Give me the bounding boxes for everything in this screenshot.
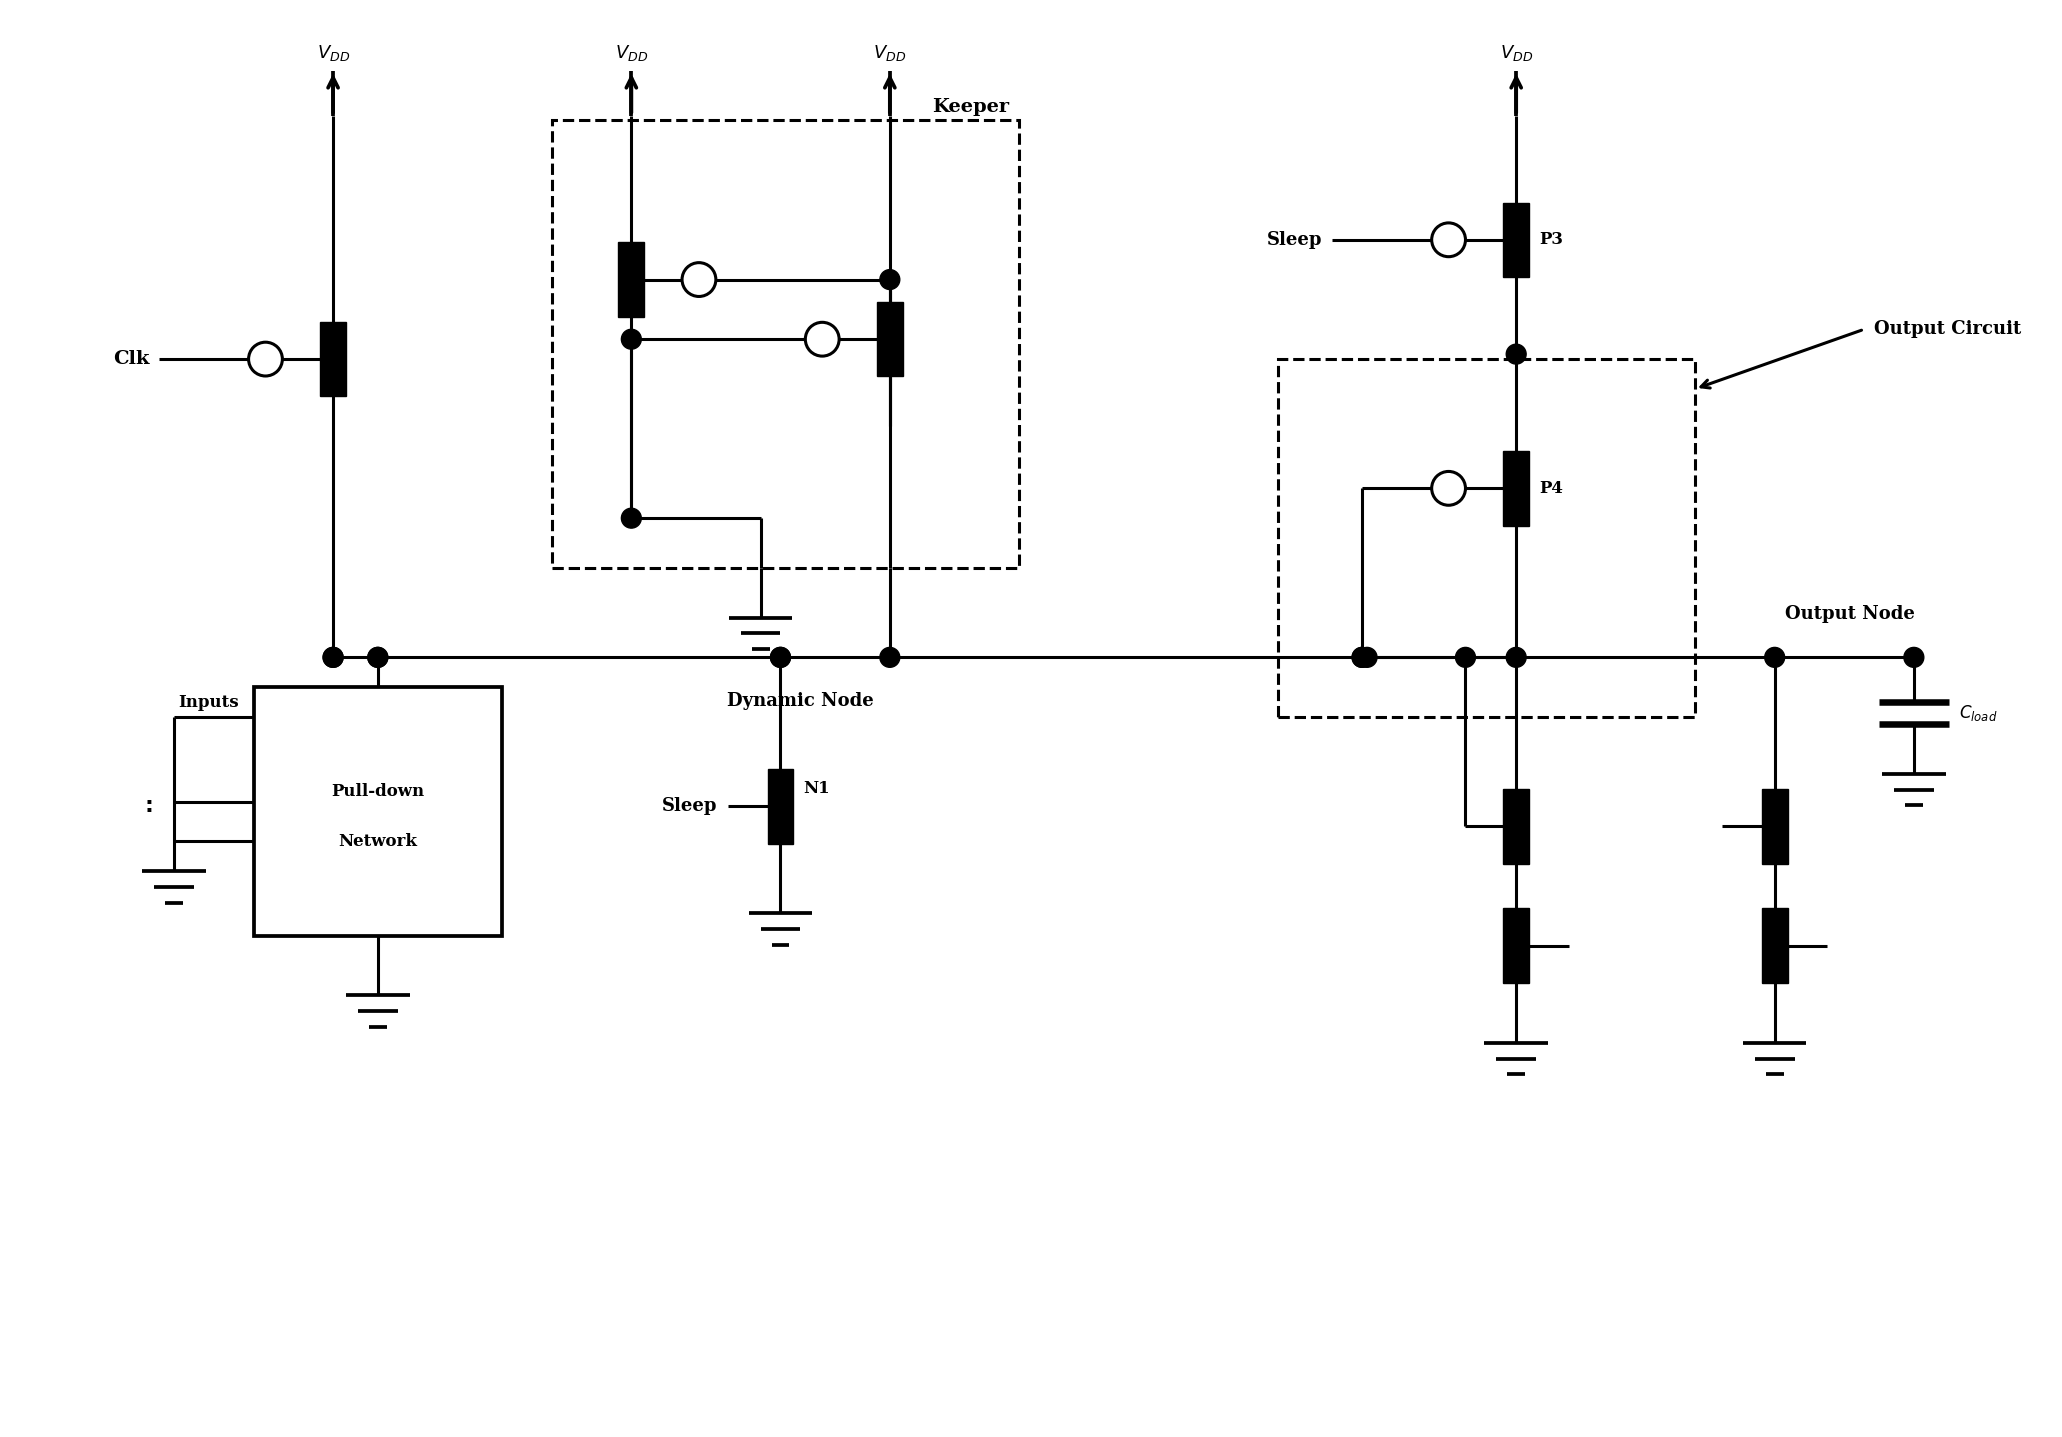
Text: :: : — [144, 796, 153, 816]
Circle shape — [1505, 345, 1526, 364]
Circle shape — [621, 509, 641, 529]
Text: Keeper: Keeper — [932, 98, 1008, 115]
Text: Sleep: Sleep — [1266, 231, 1322, 249]
Bar — [1503, 451, 1530, 526]
Bar — [1761, 789, 1788, 864]
Bar — [767, 769, 794, 844]
Text: Sleep: Sleep — [662, 798, 718, 815]
Bar — [320, 322, 346, 397]
Circle shape — [324, 648, 342, 667]
Bar — [1503, 789, 1530, 864]
Circle shape — [1765, 648, 1784, 667]
Circle shape — [1903, 648, 1924, 667]
Circle shape — [1505, 648, 1526, 667]
Bar — [1503, 908, 1530, 983]
Text: Clk: Clk — [113, 351, 148, 368]
Circle shape — [1357, 648, 1377, 667]
Text: $V_{DD}$: $V_{DD}$ — [318, 43, 351, 63]
Bar — [553, 121, 1019, 568]
Circle shape — [1431, 471, 1466, 506]
Circle shape — [1456, 648, 1476, 667]
Circle shape — [367, 648, 388, 667]
Text: $V_{DD}$: $V_{DD}$ — [1499, 43, 1532, 63]
Circle shape — [806, 322, 839, 356]
Text: $V_{DD}$: $V_{DD}$ — [614, 43, 647, 63]
Bar — [1278, 359, 1695, 717]
Circle shape — [621, 329, 641, 349]
Text: Dynamic Node: Dynamic Node — [728, 693, 874, 710]
Text: Pull-down: Pull-down — [332, 783, 425, 800]
Bar — [1503, 203, 1530, 277]
Text: Network: Network — [338, 833, 417, 849]
Circle shape — [1353, 648, 1371, 667]
Circle shape — [771, 648, 790, 667]
Circle shape — [771, 648, 790, 667]
Circle shape — [683, 263, 716, 296]
Text: N1: N1 — [804, 779, 831, 796]
Circle shape — [880, 270, 899, 289]
Text: $C_{load}$: $C_{load}$ — [1959, 703, 1998, 723]
Circle shape — [367, 648, 388, 667]
Circle shape — [1353, 648, 1371, 667]
Circle shape — [324, 648, 342, 667]
Text: Output Node: Output Node — [1784, 605, 1914, 622]
Circle shape — [250, 342, 282, 376]
Circle shape — [880, 648, 899, 667]
Text: Inputs: Inputs — [177, 694, 239, 710]
Bar — [619, 243, 643, 316]
Text: Output Circuit: Output Circuit — [1874, 320, 2021, 338]
Bar — [1761, 908, 1788, 983]
Circle shape — [1431, 223, 1466, 257]
Text: P4: P4 — [1538, 480, 1563, 497]
Bar — [876, 302, 903, 376]
Text: P3: P3 — [1538, 231, 1563, 249]
Bar — [254, 687, 503, 935]
Text: $V_{DD}$: $V_{DD}$ — [874, 43, 907, 63]
